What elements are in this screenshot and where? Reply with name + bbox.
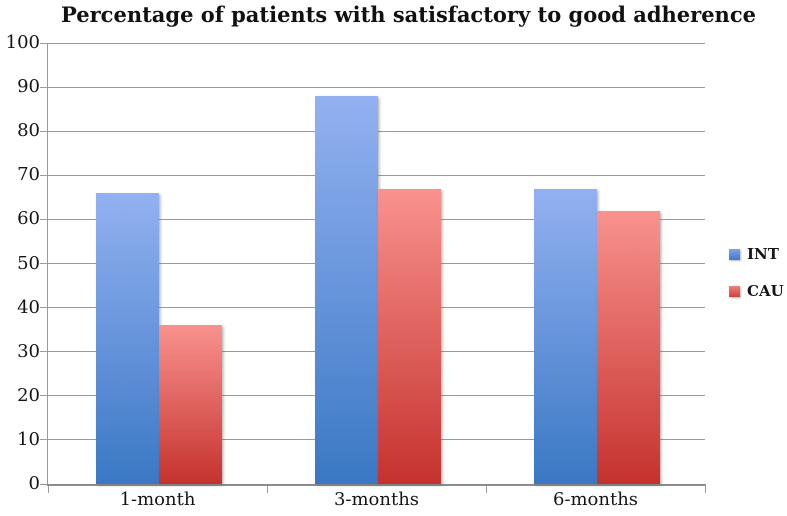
x-tick-mark [266, 486, 268, 493]
y-tick-label-40: 40 [17, 296, 40, 318]
bar-cau-6-months [597, 210, 660, 484]
y-axis-line [47, 43, 48, 484]
legend-item-cau: CAU [729, 280, 784, 302]
y-tick-mark [40, 439, 47, 441]
x-tick-mark [485, 486, 487, 493]
y-tick-label-100: 100 [5, 32, 40, 53]
legend-label-cau: CAU [747, 281, 784, 300]
y-tick-label-10: 10 [17, 428, 40, 450]
legend-swatch-int [729, 248, 740, 260]
y-tick-mark [40, 86, 47, 88]
legend: INT CAU [729, 243, 784, 317]
legend-item-int: INT [729, 243, 784, 265]
y-tick-mark [40, 395, 47, 397]
bar-int-6-months [534, 188, 597, 484]
y-tick-mark [40, 42, 47, 44]
y-tick-label-80: 80 [17, 120, 40, 142]
y-tick-label-50: 50 [17, 252, 40, 274]
gridline-90 [48, 86, 705, 88]
y-tick-mark [40, 218, 47, 220]
x-tick-mark [704, 486, 706, 493]
y-tick-label-0: 0 [28, 473, 40, 494]
x-category-label-1-month: 1-month [119, 489, 196, 510]
gridline-100 [48, 42, 705, 44]
y-tick-label-20: 20 [17, 384, 40, 406]
bar-int-1-month [96, 192, 159, 484]
y-tick-label-90: 90 [17, 76, 40, 98]
x-axis-line [47, 484, 706, 486]
plot-area [40, 42, 706, 493]
y-tick-label-70: 70 [17, 164, 40, 186]
y-tick-mark [40, 483, 47, 485]
y-tick-label-30: 30 [17, 340, 40, 362]
y-tick-label-60: 60 [17, 208, 40, 230]
x-category-label-3-months: 3-months [333, 489, 420, 510]
y-tick-mark [40, 351, 47, 353]
legend-label-int: INT [747, 244, 779, 263]
bar-int-3-months [315, 95, 378, 484]
bar-cau-1-month [159, 325, 222, 484]
chart-title: Percentage of patients with satisfactory… [61, 2, 756, 27]
bar-cau-3-months [378, 188, 441, 484]
y-tick-mark [40, 307, 47, 309]
legend-swatch-cau [729, 285, 740, 297]
x-tick-mark [47, 486, 49, 493]
y-tick-mark [40, 130, 47, 132]
y-tick-mark [40, 263, 47, 264]
x-category-label-6-months: 6-months [552, 489, 639, 510]
y-tick-mark [40, 174, 47, 176]
